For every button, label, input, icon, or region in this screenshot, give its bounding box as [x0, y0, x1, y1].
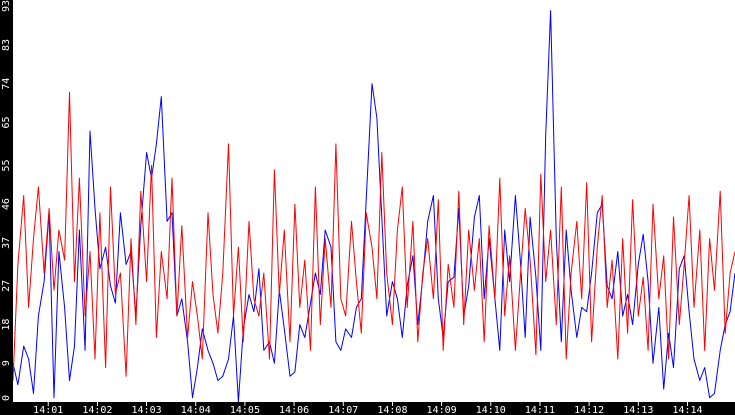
y-tick-label: 46 — [1, 198, 12, 210]
y-tick-label: 65 — [1, 116, 12, 128]
x-axis-ticks: 14:01 14:02 14:03 14:04 14:05 14:06 14:07 14:08… — [33, 402, 703, 415]
x-tick-label: 14:02 — [82, 405, 112, 415]
series-layer — [12, 10, 735, 403]
x-tick-label: 14:12 — [574, 405, 604, 415]
y-axis-ticks: 0 9 18 27 37 46 55 65 74 83 93 — [1, 0, 12, 401]
y-tick-label: 74 — [1, 78, 12, 90]
x-tick-label: 14:10 — [476, 405, 506, 415]
y-tick-label: 37 — [1, 237, 12, 249]
x-tick-label: 14:08 — [377, 405, 407, 415]
x-tick-label: 14:07 — [328, 405, 358, 415]
x-tick-label: 14:03 — [132, 405, 162, 415]
y-tick-label: 0 — [1, 395, 12, 401]
x-tick-label: 14:04 — [181, 405, 211, 415]
series-line-2 — [12, 91, 735, 381]
y-tick-label: 93 — [1, 0, 12, 12]
y-tick-label: 83 — [1, 39, 12, 51]
x-tick-label: 14:06 — [279, 405, 309, 415]
x-tick-label: 14:01 — [33, 405, 63, 415]
y-tick-label: 9 — [1, 360, 12, 366]
y-tick-label: 18 — [1, 319, 12, 331]
x-tick-label: 14:13 — [623, 405, 653, 415]
x-tick-label: 14:09 — [427, 405, 457, 415]
y-tick-label: 55 — [1, 159, 12, 171]
x-tick-label: 14:11 — [525, 405, 555, 415]
x-tick-label: 14:14 — [672, 405, 702, 415]
x-tick-label: 14:05 — [230, 405, 260, 415]
y-tick-label: 27 — [1, 280, 12, 292]
x-axis-band — [0, 402, 735, 415]
y-axis-band — [0, 0, 13, 402]
